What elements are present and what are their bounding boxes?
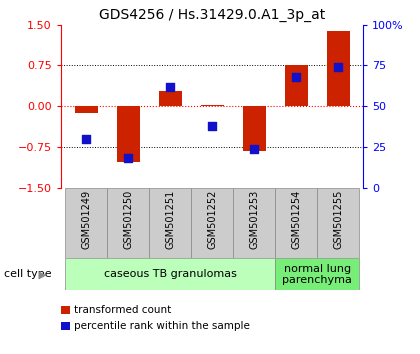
Text: GSM501251: GSM501251 bbox=[165, 190, 175, 249]
Bar bbox=[65, 188, 107, 258]
Text: percentile rank within the sample: percentile rank within the sample bbox=[74, 321, 250, 331]
Point bbox=[335, 64, 341, 70]
Point bbox=[251, 146, 257, 152]
Text: GSM501250: GSM501250 bbox=[123, 190, 133, 249]
Text: transformed count: transformed count bbox=[74, 305, 172, 315]
Bar bbox=[201, 105, 224, 106]
Text: normal lung
parenchyma: normal lung parenchyma bbox=[282, 263, 352, 285]
Bar bbox=[191, 188, 233, 258]
Bar bbox=[75, 106, 98, 113]
Bar bbox=[327, 31, 350, 106]
Text: ▶: ▶ bbox=[39, 269, 47, 279]
Point bbox=[209, 123, 215, 129]
Bar bbox=[317, 188, 359, 258]
Text: GSM501254: GSM501254 bbox=[291, 190, 301, 249]
Bar bbox=[149, 188, 191, 258]
Point bbox=[293, 74, 299, 80]
Bar bbox=[285, 65, 308, 106]
Bar bbox=[233, 188, 275, 258]
Bar bbox=[159, 91, 182, 106]
Text: GSM501252: GSM501252 bbox=[207, 190, 217, 249]
Bar bbox=[275, 188, 317, 258]
Bar bbox=[243, 106, 266, 151]
Point bbox=[167, 84, 173, 90]
Title: GDS4256 / Hs.31429.0.A1_3p_at: GDS4256 / Hs.31429.0.A1_3p_at bbox=[99, 8, 325, 22]
Text: caseous TB granulomas: caseous TB granulomas bbox=[104, 269, 236, 279]
Text: GSM501255: GSM501255 bbox=[333, 190, 343, 249]
Point bbox=[125, 155, 131, 161]
Point bbox=[83, 136, 89, 142]
Bar bbox=[117, 106, 139, 161]
Text: GSM501253: GSM501253 bbox=[249, 190, 259, 249]
Text: cell type: cell type bbox=[4, 269, 52, 279]
Bar bbox=[65, 258, 275, 290]
Bar bbox=[107, 188, 149, 258]
Bar bbox=[275, 258, 359, 290]
Text: GSM501249: GSM501249 bbox=[81, 190, 91, 249]
